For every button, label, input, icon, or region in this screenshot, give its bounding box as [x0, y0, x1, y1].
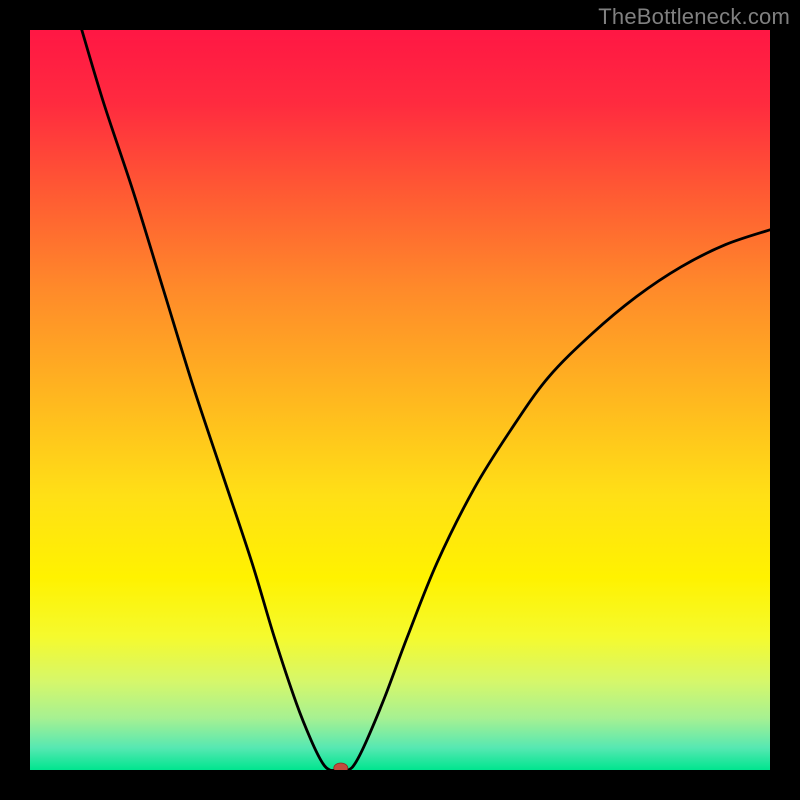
watermark-text: TheBottleneck.com: [598, 4, 790, 30]
frame-border-bottom: [0, 770, 800, 800]
frame-border-right: [770, 0, 800, 800]
bottleneck-chart: TheBottleneck.com: [0, 0, 800, 800]
frame-border-left: [0, 0, 30, 800]
chart-svg: [0, 0, 800, 800]
